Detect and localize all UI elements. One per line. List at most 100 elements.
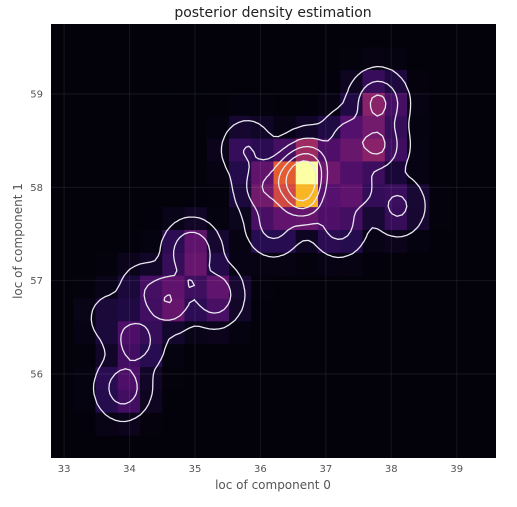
heatmap-cell: [429, 46, 452, 71]
heatmap-cell: [140, 343, 163, 368]
heatmap-cell: [451, 298, 475, 322]
heatmap-cell: [51, 161, 74, 185]
heatmap-cell: [162, 343, 185, 368]
heatmap-cell: [295, 412, 319, 436]
heatmap-cell: [162, 435, 185, 458]
heatmap-cell: [318, 115, 341, 139]
heatmap-cell: [206, 183, 230, 208]
heatmap-cell: [407, 138, 430, 162]
heatmap-cell: [95, 435, 119, 458]
heatmap-cell: [251, 320, 274, 345]
heatmap-cell: [206, 161, 230, 185]
heatmap-cell: [318, 229, 341, 253]
heatmap-cell: [73, 298, 96, 322]
heatmap-cell: [295, 343, 319, 368]
contour-line: [163, 94, 387, 304]
y-tick-label: 59: [30, 90, 43, 101]
heatmap-cell: [184, 115, 208, 139]
heatmap-cell: [73, 92, 96, 116]
heatmap-cell: [407, 389, 430, 413]
heatmap-cell: [117, 366, 141, 390]
heatmap-cell: [140, 229, 163, 253]
heatmap-cell: [429, 412, 452, 436]
heatmap-cell: [451, 92, 475, 116]
heatmap-cell: [95, 275, 119, 299]
heatmap-cell: [140, 92, 163, 116]
heatmap-cell: [251, 366, 274, 390]
heatmap-cell: [451, 24, 475, 48]
heatmap-cell: [295, 206, 319, 230]
heatmap-cell: [51, 24, 74, 48]
x-tick-label: 35: [189, 464, 202, 475]
heatmap-cell: [251, 206, 274, 230]
heatmap-cell: [95, 69, 119, 93]
heatmap-cell: [407, 229, 430, 253]
heatmap-cell: [362, 389, 386, 413]
heatmap-cell: [273, 229, 297, 253]
heatmap-cell: [429, 389, 452, 413]
heatmap-cell: [184, 138, 208, 162]
heatmap-cell: [362, 298, 386, 322]
heatmap-cell: [318, 161, 341, 185]
heatmap-cell: [229, 343, 252, 368]
heatmap-cell: [251, 435, 274, 458]
x-axis-label: loc of component 0: [215, 478, 331, 492]
heatmap-cell: [407, 435, 430, 458]
heatmap-cell: [206, 435, 230, 458]
heatmap-cell: [162, 183, 185, 208]
heatmap-cell: [117, 24, 141, 48]
heatmap-cell: [184, 161, 208, 185]
heatmap-cell: [184, 69, 208, 93]
heatmap-cell: [340, 206, 363, 230]
heatmap-cell: [162, 206, 185, 230]
heatmap-cell: [340, 229, 363, 253]
heatmap-cell: [206, 115, 230, 139]
x-tick-label: 39: [450, 464, 463, 475]
heatmap-cell: [340, 252, 363, 276]
heatmap-cell: [206, 46, 230, 71]
heatmap-cell: [451, 46, 475, 71]
heatmap-cell: [429, 69, 452, 93]
heatmap-cell: [51, 343, 74, 368]
heatmap-cell: [384, 206, 408, 230]
heatmap-cell: [184, 366, 208, 390]
heatmap-cell: [273, 412, 297, 436]
heatmap-cell: [318, 206, 341, 230]
heatmap-cell: [95, 343, 119, 368]
heatmap-cell: [184, 389, 208, 413]
heatmap-cell: [273, 366, 297, 390]
heatmap-cell: [318, 24, 341, 48]
heatmap-cell: [162, 161, 185, 185]
heatmap-cell: [95, 161, 119, 185]
heatmap-cell: [473, 183, 496, 208]
heatmap-cell: [140, 115, 163, 139]
heatmap-cell: [295, 320, 319, 345]
heatmap-cell: [229, 161, 252, 185]
heatmap-cell: [407, 69, 430, 93]
heatmap-cell: [295, 92, 319, 116]
heatmap-cell: [407, 92, 430, 116]
heatmap-cell: [51, 229, 74, 253]
heatmap-cell: [51, 435, 74, 458]
heatmap-cell: [95, 183, 119, 208]
heatmap-cell: [51, 412, 74, 436]
heatmap-cell: [451, 252, 475, 276]
heatmap-cell: [295, 389, 319, 413]
heatmap-cell: [140, 206, 163, 230]
heatmap-cell: [251, 412, 274, 436]
heatmap-cell: [229, 46, 252, 71]
heatmap-cell: [162, 115, 185, 139]
heatmap-cell: [51, 206, 74, 230]
heatmap-cell: [407, 183, 430, 208]
heatmap-cell: [295, 46, 319, 71]
heatmap-cell: [95, 412, 119, 436]
heatmap-cell: [451, 343, 475, 368]
heatmap-cell: [184, 298, 208, 322]
heatmap-cell: [429, 275, 452, 299]
heatmap-cell: [362, 229, 386, 253]
heatmap-cell: [251, 138, 274, 162]
heatmap-cell: [429, 206, 452, 230]
heatmap-cell: [162, 412, 185, 436]
heatmap-cell: [473, 115, 496, 139]
heatmap-cell: [206, 366, 230, 390]
